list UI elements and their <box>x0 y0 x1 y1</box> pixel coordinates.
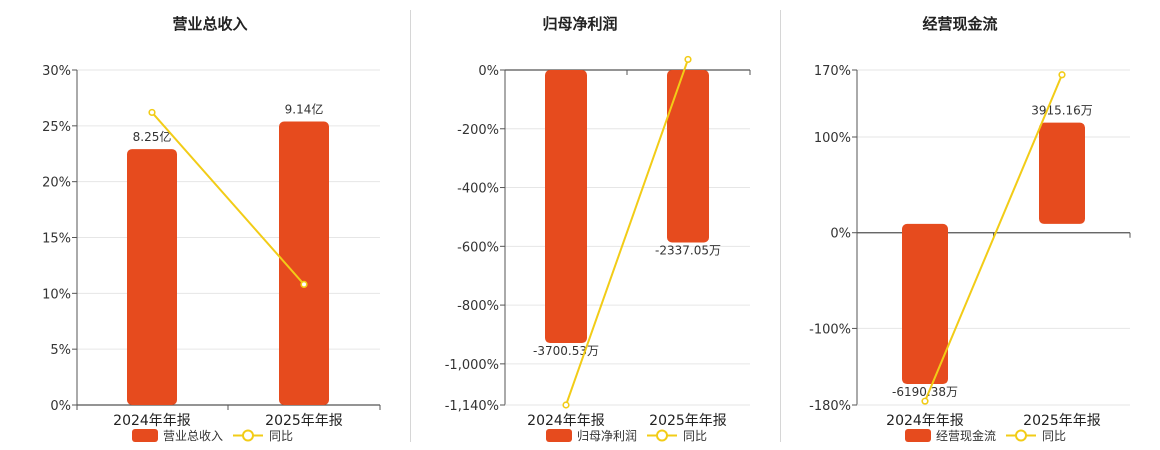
legend-line-label: 同比 <box>269 429 293 443</box>
chart-panel: 营业总收入 0% 5% 10% 15% 20% 25% 30% 8.25亿 9.14亿 2024年年… <box>0 0 400 450</box>
chart-svg: 归母净利润 0% -200% -400% -600% -800% -1,000% -1,140… <box>445 15 751 443</box>
bar-data-label: 8.25亿 <box>133 129 172 144</box>
y-tick-label: 0% <box>50 399 71 414</box>
bar <box>127 149 177 405</box>
legend-line-marker <box>656 429 668 442</box>
y-tick-label: -400% <box>457 182 499 197</box>
x-tick-label: 2024年年报 <box>113 413 191 429</box>
y-tick-label: 0% <box>830 227 851 242</box>
y-tick-label: 30% <box>42 64 71 79</box>
legend-bar-swatch <box>132 429 158 442</box>
y-tick-label: -1,140% <box>445 399 499 414</box>
chart-title: 营业总收入 <box>172 15 247 33</box>
y-tick-label: -1,000% <box>445 358 499 373</box>
y-tick-label: -600% <box>457 240 499 255</box>
legend-line-marker <box>1015 429 1027 442</box>
y-tick-label: 170% <box>814 64 851 79</box>
y-tick-label: 20% <box>42 176 71 191</box>
legend-bar-swatch <box>546 429 572 442</box>
bar <box>279 121 329 406</box>
y-tick-label: 25% <box>42 120 71 135</box>
bar <box>1039 122 1085 224</box>
x-tick-label: 2025年年报 <box>265 413 343 429</box>
chart-svg: 营业总收入 0% 5% 10% 15% 20% 25% 30% 8.25亿 9.14亿 2024年年… <box>42 15 381 443</box>
y-tick-label: 5% <box>50 343 71 358</box>
y-tick-label: 100% <box>814 131 851 146</box>
x-tick-label: 2025年年报 <box>1023 413 1101 429</box>
yoy-point <box>300 280 308 289</box>
bar-data-label: 3915.16万 <box>1031 104 1093 118</box>
y-tick-label: -180% <box>809 399 851 414</box>
panel-divider <box>410 10 411 442</box>
chart-title: 归母净利润 <box>542 15 617 33</box>
y-tick-label: 10% <box>42 287 71 302</box>
yoy-point <box>562 401 570 409</box>
bar-data-label: -3700.53万 <box>533 344 599 358</box>
legend-line-label: 同比 <box>1042 429 1066 443</box>
yoy-line <box>151 111 305 286</box>
legend-line-marker <box>242 429 254 442</box>
x-tick-label: 2024年年报 <box>886 413 964 429</box>
legend-bar-label: 经营现金流 <box>936 428 996 443</box>
chart-svg: 经营现金流 170% 100% 0% -100% -180% -6190.38万 3915.1… <box>809 15 1131 443</box>
y-tick-label: -800% <box>457 299 499 314</box>
x-tick-label: 2024年年报 <box>527 413 605 429</box>
bar-data-label: 9.14亿 <box>285 101 324 116</box>
x-tick-label: 2025年年报 <box>649 413 727 429</box>
legend-line-label: 同比 <box>683 429 707 443</box>
chart-title: 经营现金流 <box>922 15 997 33</box>
y-tick-label: 0% <box>478 64 499 79</box>
yoy-point <box>921 397 929 405</box>
panel-divider <box>780 10 781 442</box>
y-tick-label: -200% <box>457 123 499 138</box>
y-tick-label: 15% <box>42 232 71 247</box>
bar <box>902 223 948 385</box>
legend-bar-swatch <box>905 429 931 442</box>
yoy-line <box>924 74 1063 402</box>
y-tick-label: -100% <box>809 322 851 337</box>
bar-data-label: -2337.05万 <box>655 243 721 257</box>
bar <box>545 70 587 344</box>
yoy-line <box>565 59 689 406</box>
yoy-point <box>148 108 156 117</box>
chart-panel: 归母净利润 0% -200% -400% -600% -800% -1,000% -1,140… <box>420 0 770 450</box>
yoy-point <box>684 55 692 64</box>
legend-bar-label: 营业总收入 <box>163 429 223 443</box>
legend-bar-label: 归母净利润 <box>577 429 637 443</box>
yoy-point <box>1058 71 1066 79</box>
bar <box>667 70 709 243</box>
bar-data-label: -6190.38万 <box>892 385 958 399</box>
chart-panel: 经营现金流 170% 100% 0% -100% -180% -6190.38万 3915.1… <box>790 0 1160 450</box>
